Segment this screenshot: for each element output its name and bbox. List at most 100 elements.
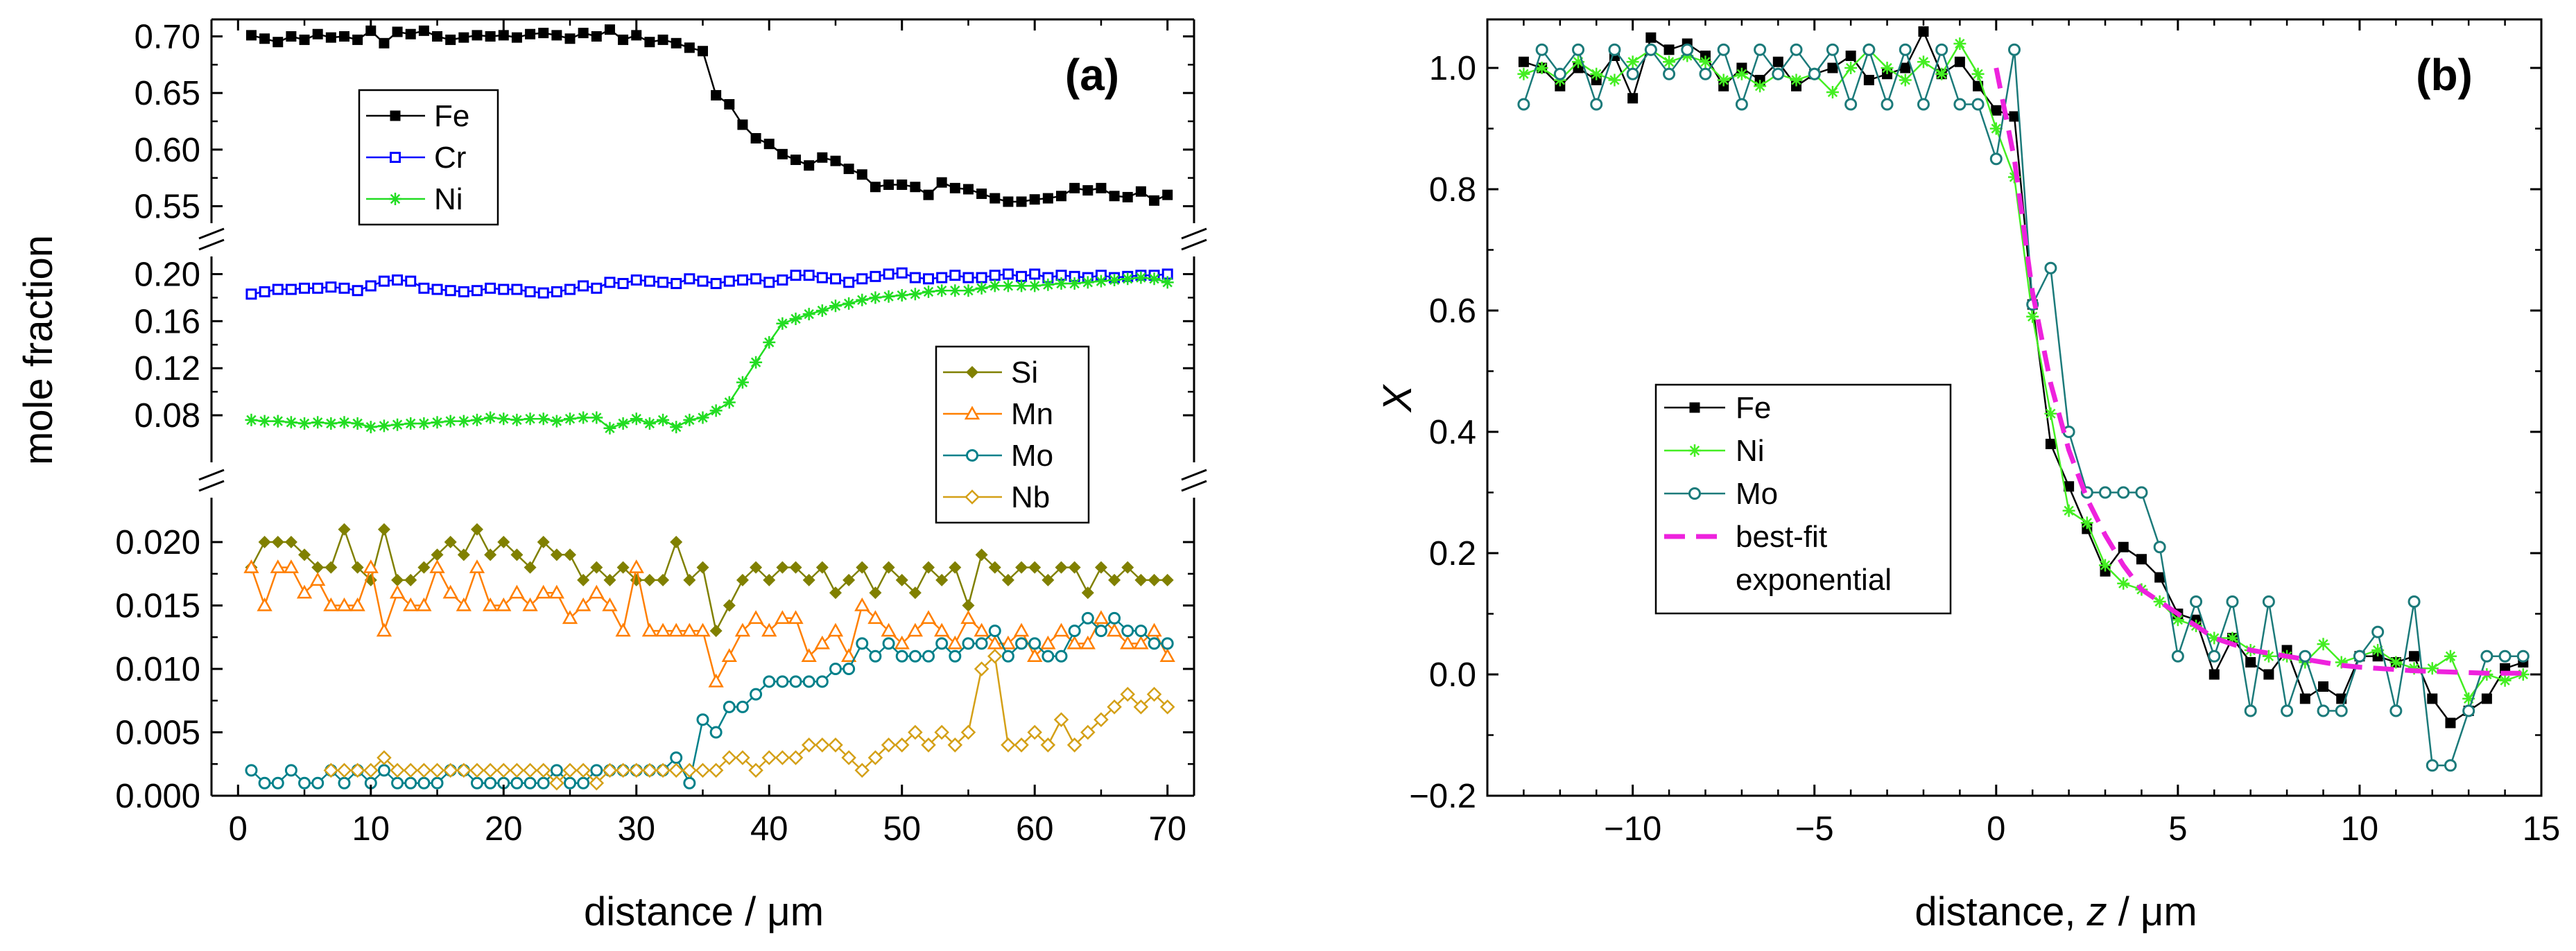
series-si-point xyxy=(802,573,815,586)
series-mo-point xyxy=(1808,67,1821,80)
series-mo-point xyxy=(1028,637,1041,650)
series-ni-point xyxy=(1134,271,1148,284)
series-fe-point xyxy=(936,177,947,188)
series-si-point xyxy=(284,536,297,549)
series-ni-point xyxy=(2026,310,2039,323)
series-ni-point xyxy=(1844,62,1858,74)
series-mo-point xyxy=(590,764,603,777)
series-fe-point xyxy=(418,25,429,36)
series-ni-point xyxy=(245,413,258,426)
series-mo-point xyxy=(2516,649,2530,663)
panel-a-ylabel: mole fraction xyxy=(16,235,61,465)
series-si-point xyxy=(988,561,1001,574)
x-tick-label: 30 xyxy=(617,810,655,848)
series-cr-point xyxy=(856,273,868,285)
series-ni-point xyxy=(2153,595,2166,608)
series-ni-point xyxy=(537,412,550,426)
series-nb-point xyxy=(1014,738,1029,753)
series-si-point xyxy=(338,523,351,536)
series-cr-point xyxy=(949,270,961,281)
series-nb-point xyxy=(708,762,724,778)
series-mn-point xyxy=(296,584,313,599)
series-fe-point xyxy=(910,182,921,193)
series-mn-point xyxy=(562,610,578,625)
series-cr-point xyxy=(684,273,695,285)
series-si-point xyxy=(1028,561,1041,574)
series-ni-point xyxy=(564,412,577,426)
y-tick-label: −0.2 xyxy=(1409,778,1476,815)
series-nb-point xyxy=(363,762,379,778)
series-mo-point xyxy=(1790,43,1803,56)
series-nb-line xyxy=(331,655,1168,784)
series-ni-point xyxy=(949,284,962,297)
series-mo-point xyxy=(271,776,284,789)
series-fe-point xyxy=(2263,669,2274,680)
series-fe-point xyxy=(1518,56,1529,67)
series-mo-point xyxy=(2281,704,2294,717)
series-fe-point xyxy=(657,34,668,45)
series-mo-point xyxy=(1626,67,1639,80)
series-mn-point xyxy=(734,622,751,637)
series-mo-point xyxy=(1608,43,1621,56)
series-mn-point xyxy=(576,597,591,611)
series-fe-point xyxy=(312,28,323,40)
series-nb-point xyxy=(947,738,963,753)
panel-b-label: (b) xyxy=(2416,50,2473,100)
series-si-point xyxy=(683,573,696,586)
series-si-point xyxy=(497,536,510,549)
axis-break-mark xyxy=(198,480,225,492)
series-fe-point xyxy=(2118,541,2129,552)
y-tick-label: 0.020 xyxy=(115,524,200,561)
series-ni-point xyxy=(444,415,457,428)
series-cr-point xyxy=(777,274,788,286)
series-nb-point xyxy=(1107,699,1122,715)
series-cr-point xyxy=(272,283,284,295)
series-fe-point xyxy=(1029,194,1040,205)
series-ni-point xyxy=(590,411,603,424)
series-mn-point xyxy=(1066,635,1082,649)
series-mn-point xyxy=(641,622,658,637)
series-ni-point xyxy=(630,412,643,426)
series-si-point xyxy=(869,586,882,600)
series-ni-point xyxy=(683,413,696,426)
series-nb-point xyxy=(456,762,472,778)
series-mn-point xyxy=(336,597,352,611)
series-fe-point xyxy=(551,30,562,41)
series-nb-point xyxy=(1040,738,1056,753)
series-mn-point xyxy=(496,597,512,611)
series-mo-point xyxy=(1663,67,1676,80)
series-cr-point xyxy=(723,275,735,287)
series-nb-point xyxy=(1066,738,1082,753)
series-cr-point xyxy=(736,274,748,286)
series-mn-point xyxy=(894,635,910,649)
series-ni-line xyxy=(251,277,1168,430)
series-nb-point xyxy=(522,762,538,778)
series-si-point xyxy=(935,573,949,586)
series-ni-point xyxy=(1121,272,1134,286)
series-mn-point xyxy=(1080,635,1096,649)
series-mn-point xyxy=(602,597,618,611)
y-tick-label: 0.55 xyxy=(135,189,200,226)
series-mn-point xyxy=(376,622,392,637)
series-mn-point xyxy=(920,610,937,625)
series-cr-point xyxy=(444,285,456,297)
series-mo-point xyxy=(829,663,842,676)
series-mn-point xyxy=(442,584,458,599)
series-si-point xyxy=(922,561,935,574)
series-ni-point xyxy=(351,417,364,430)
series-cr-point xyxy=(697,275,709,287)
legend-entry-best-fit: best-fit xyxy=(1664,520,1827,554)
series-mn-point xyxy=(403,597,419,611)
legend-label: Si xyxy=(1011,356,1038,390)
y-tick-label: 0.8 xyxy=(1429,171,1476,209)
series-mo-point xyxy=(908,649,922,663)
y-tick-label: 0.015 xyxy=(115,588,200,625)
series-fe-point xyxy=(830,155,841,166)
series-ni-point xyxy=(869,291,882,304)
y-tick-label: 0.16 xyxy=(135,303,200,340)
series-cr-point xyxy=(537,287,549,299)
panel-a-label: (a) xyxy=(1065,50,1119,100)
series-mn-point xyxy=(522,597,538,611)
series-mn-point xyxy=(801,648,817,662)
series-fe-point xyxy=(1918,26,1929,37)
